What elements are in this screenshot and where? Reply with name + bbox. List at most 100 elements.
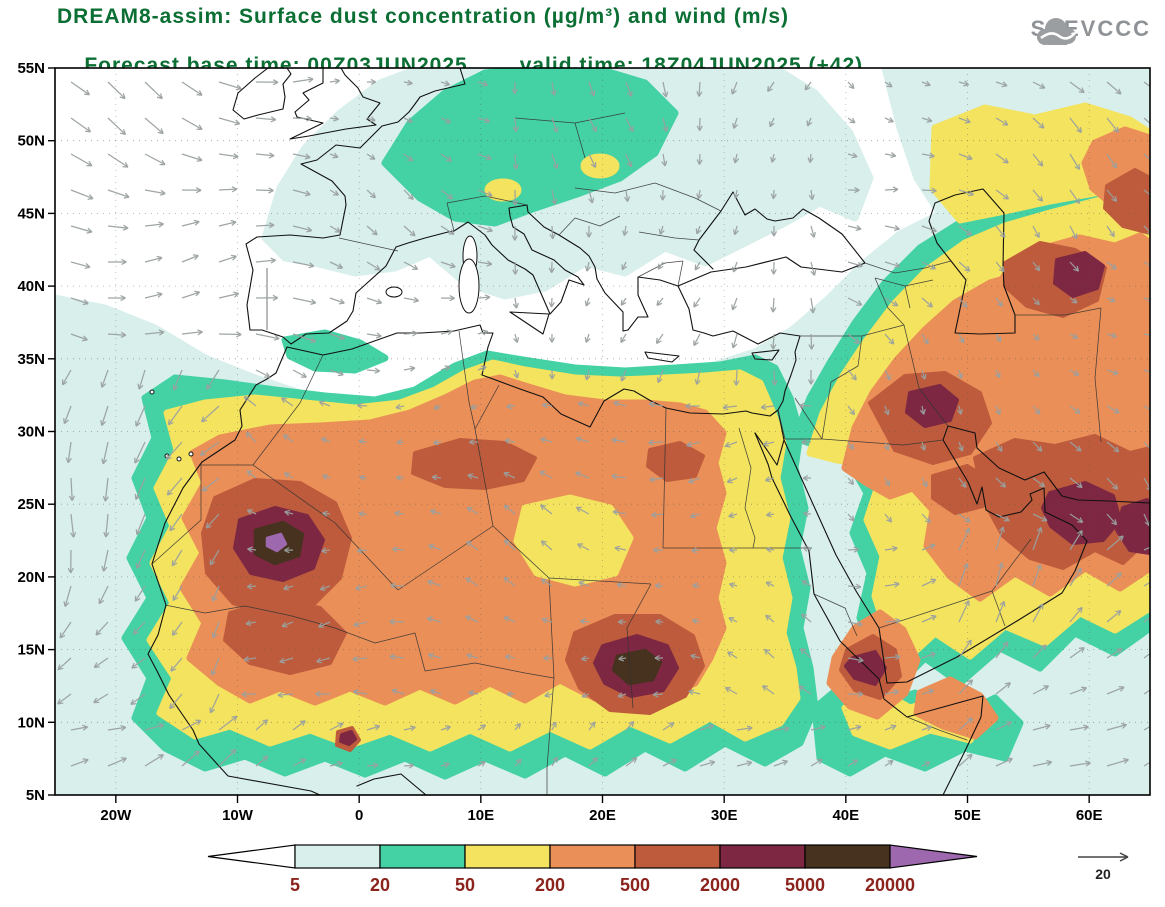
wind-arrow [726,477,738,484]
wind-arrow [199,441,220,456]
wind-arrow [801,438,812,446]
wind-arrow [612,509,627,516]
wind-arrow [920,369,927,380]
wind-arrow [884,617,901,625]
wind-arrow [958,600,970,623]
wind-arrow [403,762,415,769]
wind-arrow [477,294,491,301]
wind-arrow [366,189,376,199]
wind-arrow [403,153,414,162]
wind-arrow [503,471,516,479]
wind-arrow [958,753,973,767]
wind-arrow [1069,369,1080,376]
wind-arrow [513,333,520,344]
wind-arrow [504,438,516,445]
wind-arrow [108,294,126,302]
wind-arrow [884,653,901,661]
wind-arrow [884,261,901,269]
wind-arrow [731,333,738,349]
wind-arrow [584,369,591,381]
wind-arrow [292,225,313,233]
wind-arrow [847,333,860,345]
dust-contour-level-8 [265,532,288,553]
wind-arrow [470,403,479,410]
wind-arrow [732,261,738,273]
wind-arrow [70,724,88,731]
wind-arrow [995,189,1010,200]
wind-arrow [329,78,341,85]
wind-arrow [440,365,451,372]
wind-arrow [284,509,294,516]
wind-arrow [107,153,129,168]
wind-arrow [431,474,442,481]
wind-arrow [1032,369,1040,378]
lon-tick-label: 10E [467,807,494,824]
wind-arrow [440,189,454,200]
wind-arrow [322,474,331,480]
wind-arrow [366,367,381,374]
wind-arrow [699,759,716,767]
wind-arrow [144,221,164,228]
wind-arrow [921,477,928,488]
wind-arrow [367,78,377,86]
wind-arrow [662,117,669,133]
wind-arrow [770,333,777,350]
wind-arrow [144,754,164,767]
wind-arrow [695,225,702,235]
wind-arrow [995,757,1013,767]
wind-arrow [255,755,269,767]
lon-tick-label: 50E [954,807,981,824]
wind-arrow [1106,441,1120,453]
wind-arrow [144,81,163,100]
wind-arrow [921,80,931,87]
wind-arrow [321,547,331,554]
wind-arrow [662,81,669,98]
wind-arrow [503,504,516,515]
wind-arrow [884,117,894,123]
wind-arrow [392,546,405,553]
wind-arrow [132,621,146,635]
colorbar: 5 20 50 200 500 2000 5000 20000 [207,844,978,895]
wind-arrow [847,187,860,194]
wind-arrow [440,761,450,768]
wind-arrow [218,117,241,126]
wind-arrow [101,441,109,465]
wind-arrow [1032,644,1047,659]
wind-arrow [995,261,1005,273]
wind-arrow [322,510,331,517]
wind-arrow [211,621,220,639]
wind-arrow [389,653,405,660]
wind-arrow [625,721,635,731]
wind-arrow [440,153,453,162]
wind-arrow [403,296,419,303]
wind-arrow [352,689,368,696]
wind-arrow [292,153,311,160]
wind-arrow [329,333,346,341]
wind-arrow [921,513,931,524]
wind-arrow [884,689,899,696]
wind-arrow [389,618,405,625]
wind-arrow [770,297,777,313]
wind-arrow [847,759,859,767]
wind-arrow [995,682,1011,695]
wind-arrow [292,720,306,731]
wind-arrow [958,261,971,272]
wind-arrow [210,657,220,676]
wind-arrow [799,402,812,409]
wind-arrow [810,261,817,276]
wind-arrow [994,369,1001,379]
wind-arrow [255,294,279,301]
wind-arrow [246,509,257,515]
wind-arrow [103,513,110,538]
wind-arrow [611,437,627,444]
wind-arrow [623,189,631,202]
wind-arrow [352,655,368,662]
wind-arrow [1069,333,1079,339]
wind-arrow [761,685,775,695]
wind-arrow [730,81,738,95]
wind-arrow [549,225,556,240]
lon-tick-label: 20W [100,807,132,824]
wind-arrow [729,582,738,589]
wind-arrow [1032,564,1042,587]
wind-arrow [246,470,257,479]
